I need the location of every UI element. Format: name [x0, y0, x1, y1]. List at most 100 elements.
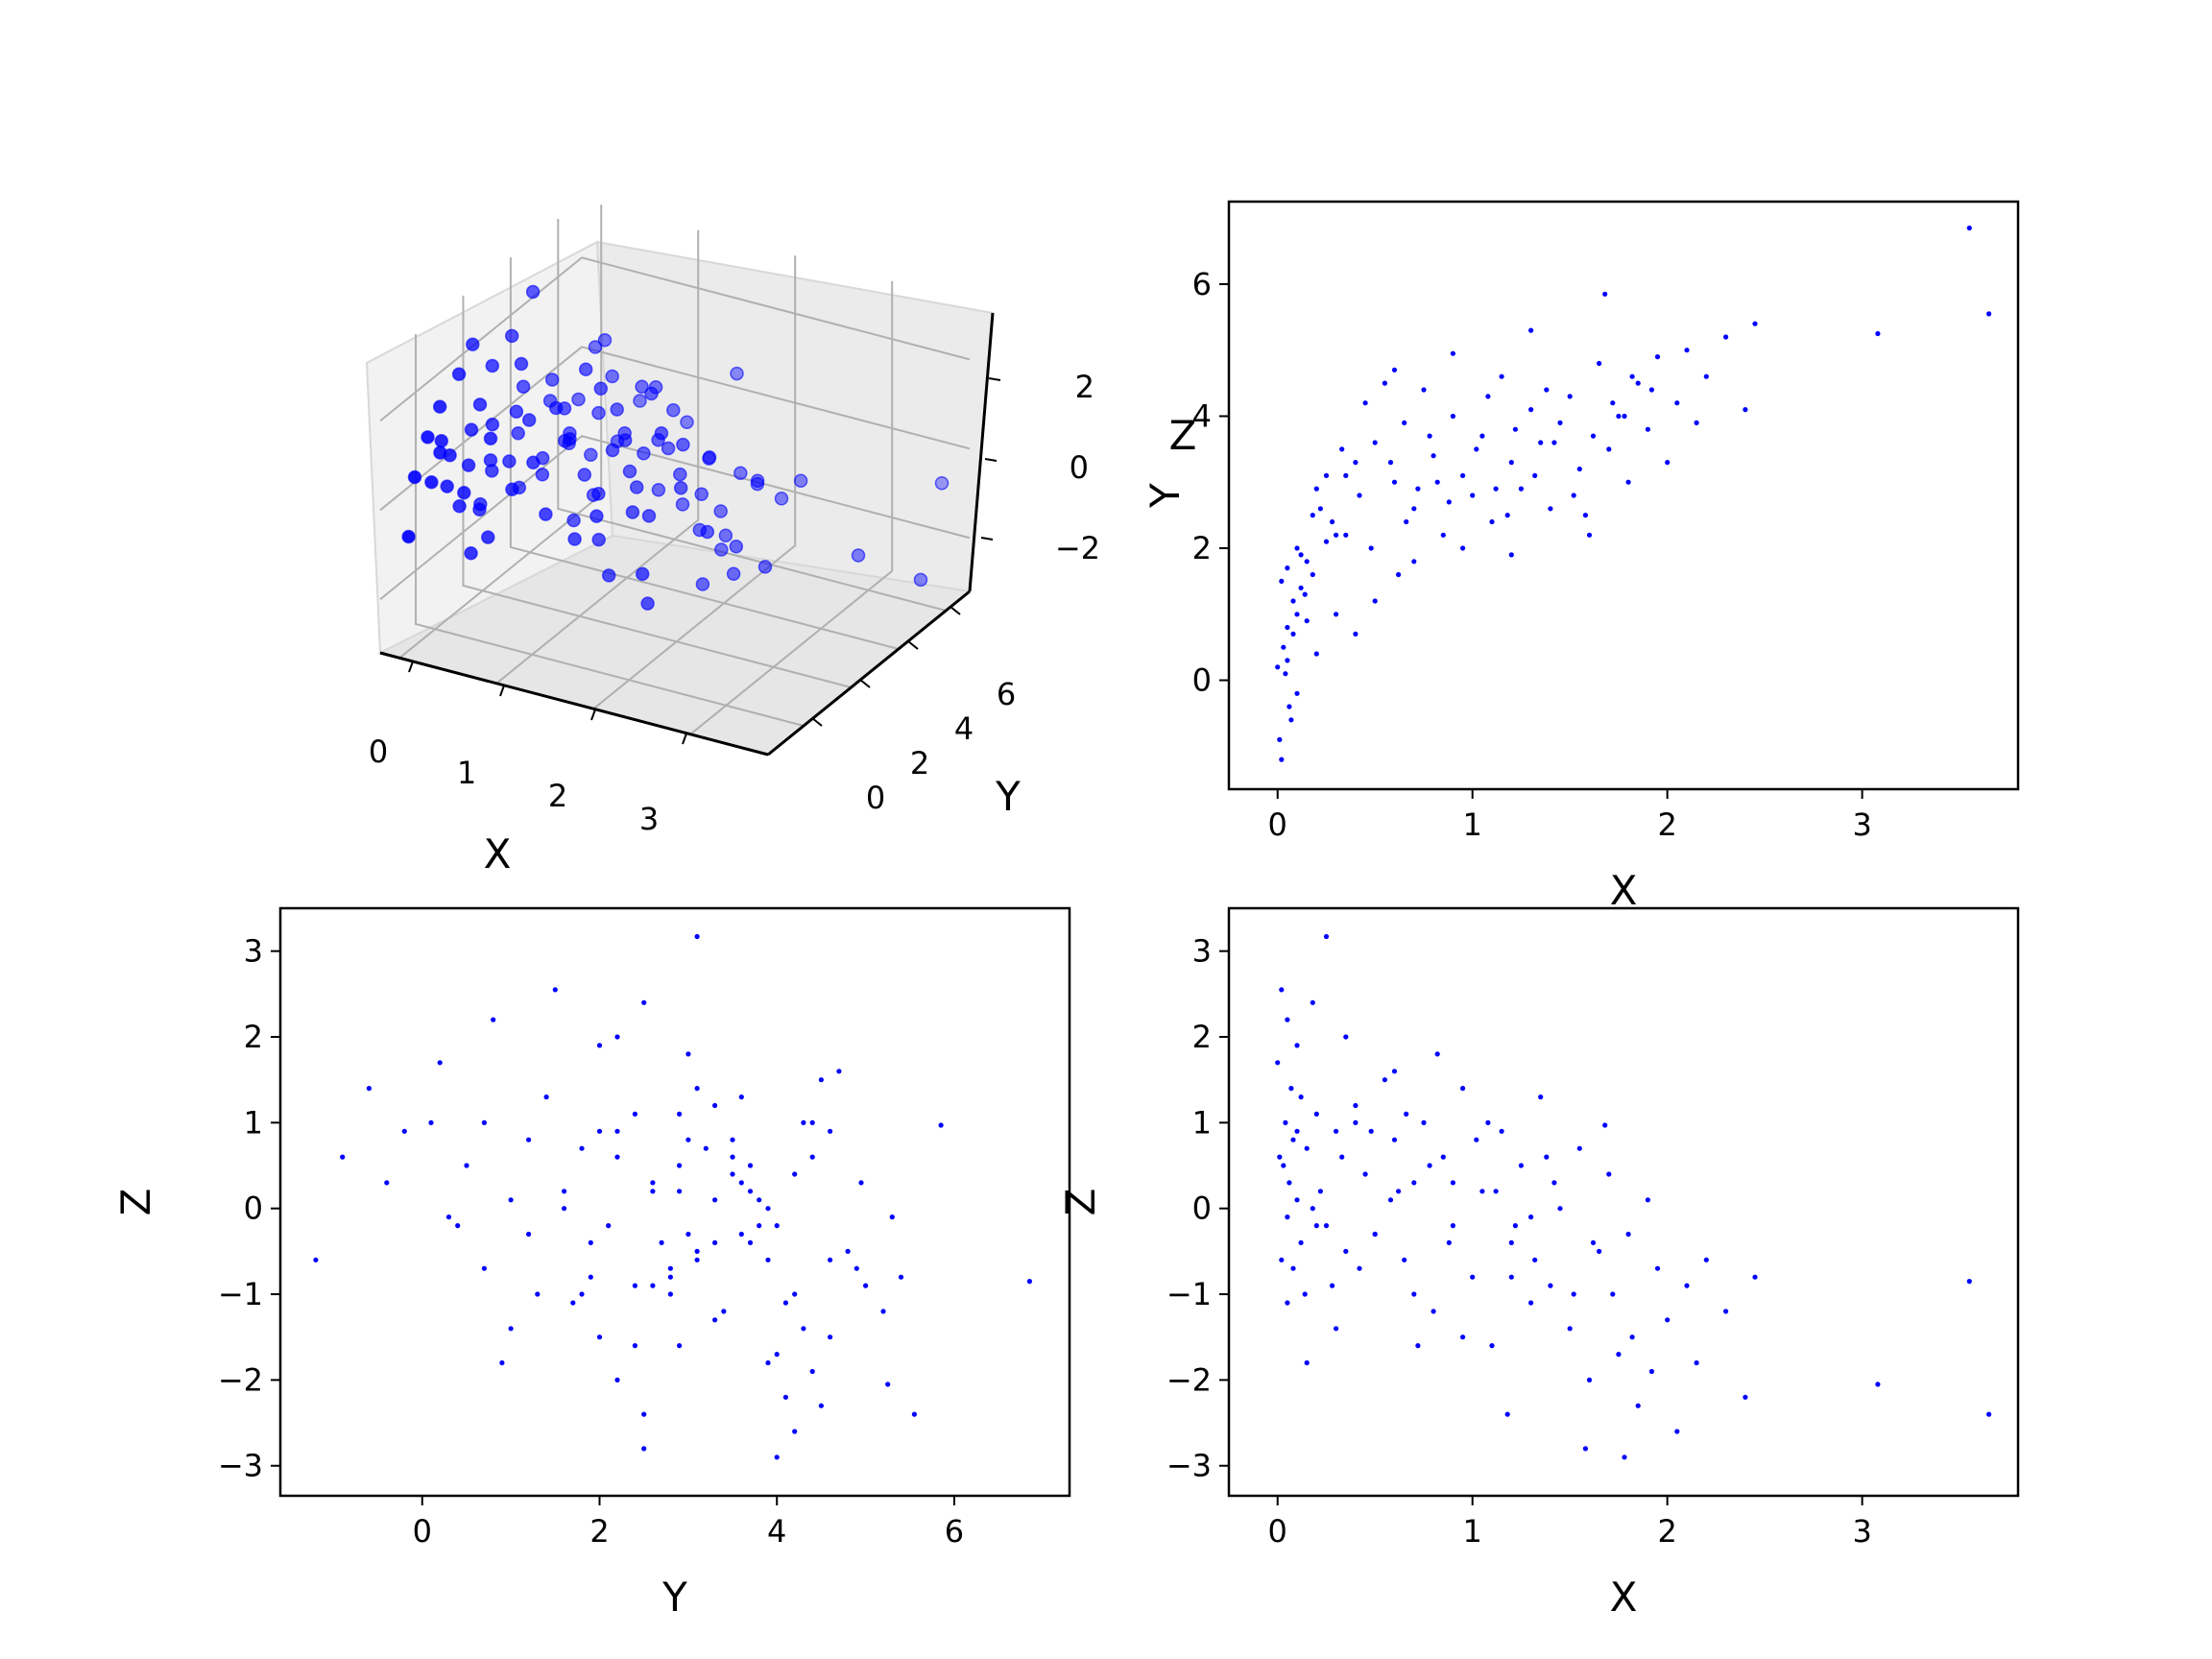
- grid-line-y: [415, 334, 805, 727]
- scatter3d-point: [464, 545, 478, 561]
- z-axis-label-3d: Z: [1169, 412, 1197, 459]
- xtick-label: 1: [1463, 806, 1482, 843]
- scatter-point: [765, 1257, 771, 1262]
- ztick-label-3d: 2: [1075, 369, 1094, 405]
- scatter-point: [1285, 1214, 1290, 1220]
- scatter-point: [1285, 1300, 1290, 1306]
- scatter-point: [1602, 291, 1608, 297]
- scatter-point: [1590, 1239, 1597, 1245]
- scatter-point: [614, 1377, 620, 1382]
- ytick-label-3d: 6: [997, 676, 1016, 712]
- scatter-point: [1357, 493, 1362, 498]
- scatter-point: [313, 1257, 319, 1262]
- scatter-point: [570, 1300, 576, 1306]
- scatter-point: [1277, 736, 1283, 743]
- scatter-point: [1645, 426, 1650, 432]
- x-axis-label-3d: X: [484, 830, 512, 878]
- scatter3d-point: [461, 458, 476, 472]
- scatter-point: [1290, 1137, 1296, 1142]
- xy-y-axis-label: Y: [1142, 483, 1189, 509]
- scatter-point: [1752, 321, 1758, 326]
- yz-scatter-panel: 0 2 4 6 −3 −2 −1 0 1 2 3 Y Z: [112, 906, 1071, 1621]
- scatter-point: [1460, 1334, 1466, 1340]
- scatter-point: [1629, 1334, 1635, 1340]
- scatter-point: [703, 1145, 709, 1151]
- scatter-point: [1286, 1180, 1292, 1186]
- scatter-point: [1304, 559, 1310, 565]
- scatter-point: [1504, 513, 1510, 518]
- scatter-point: [1411, 1180, 1417, 1186]
- scatter-point: [1508, 460, 1514, 466]
- scatter-point: [1474, 1137, 1479, 1142]
- scatter3d-point: [622, 464, 637, 479]
- scatter3d-point: [597, 332, 613, 348]
- scatter-point: [1294, 612, 1300, 617]
- scatter-point: [911, 1411, 918, 1417]
- scatter-point: [535, 1291, 541, 1297]
- xtick-label: 0: [413, 1513, 432, 1550]
- scatter-point: [1411, 559, 1417, 565]
- scatter-point: [1285, 658, 1290, 663]
- scatter3d-point: [651, 482, 666, 497]
- scatter3d-point: [629, 480, 644, 494]
- scatter-point: [491, 1017, 496, 1022]
- scatter-point: [885, 1382, 891, 1387]
- scatter-point: [562, 1189, 567, 1194]
- scatter3d-point: [750, 473, 765, 489]
- scatter-point: [712, 1239, 718, 1245]
- scatter-point: [1391, 1137, 1398, 1142]
- scatter-point: [641, 1411, 647, 1417]
- scatter3d-point: [637, 445, 651, 461]
- scatter-point: [1460, 545, 1466, 551]
- scatter-point: [809, 1368, 815, 1375]
- ytick-label: −2: [1166, 1361, 1212, 1398]
- scatter-point: [1518, 486, 1524, 492]
- scatter-point: [1343, 472, 1349, 478]
- scatter3d-point: [539, 507, 553, 521]
- scatter-point: [1372, 1231, 1378, 1238]
- scatter-point: [1723, 334, 1729, 340]
- scatter-point: [1544, 1154, 1550, 1160]
- scatter-point: [1382, 380, 1387, 386]
- scatter-point: [1323, 933, 1330, 940]
- scatter3d-point: [644, 386, 659, 401]
- xtick-label: 3: [1852, 1513, 1871, 1550]
- scatter3d-yticks: 0 2 4 6 Y: [811, 606, 1021, 820]
- xtick-label: 2: [1657, 1513, 1676, 1550]
- scatter3d-point: [563, 432, 577, 446]
- scatter3d-point: [673, 467, 687, 482]
- scatter-point: [508, 1326, 514, 1332]
- scatter-point: [1334, 532, 1339, 538]
- scatter3d-point: [640, 596, 655, 611]
- ytick-mark-3d: [811, 717, 823, 727]
- scatter-point: [455, 1223, 461, 1229]
- scatter-point: [1635, 1403, 1641, 1408]
- scatter-point: [1313, 651, 1319, 657]
- scatter-point: [579, 1291, 585, 1297]
- scatter-point: [596, 1334, 603, 1340]
- scatter3d-point: [401, 529, 416, 544]
- scatter-point: [1298, 1239, 1304, 1245]
- z-axis-line-3d: [968, 312, 995, 592]
- scatter-point: [1571, 493, 1576, 498]
- scatter-point: [1616, 1352, 1622, 1358]
- scatter3d-point: [571, 392, 586, 407]
- scatter-point: [1440, 532, 1446, 538]
- ztick-mark-3d: [988, 377, 1001, 381]
- scatter3d-zticks: 2 0 −2 Z: [980, 369, 1197, 566]
- scatter-point: [792, 1291, 798, 1297]
- scatter-point: [552, 987, 558, 993]
- scatter-point: [1372, 440, 1378, 445]
- scatter3d-point: [601, 568, 616, 583]
- scatter-point: [1875, 1382, 1881, 1387]
- scatter3d-point: [675, 497, 690, 512]
- scatter-point: [836, 1069, 842, 1074]
- scatter-point: [694, 1086, 700, 1092]
- scatter-point: [1532, 1257, 1538, 1262]
- scatter-point: [1616, 413, 1622, 420]
- scatter3d-point: [610, 402, 624, 417]
- scatter-point: [1334, 1128, 1339, 1134]
- ytick-label: 1: [1192, 1104, 1212, 1141]
- scatter3d-point: [617, 433, 633, 447]
- scatter-point: [1288, 717, 1294, 723]
